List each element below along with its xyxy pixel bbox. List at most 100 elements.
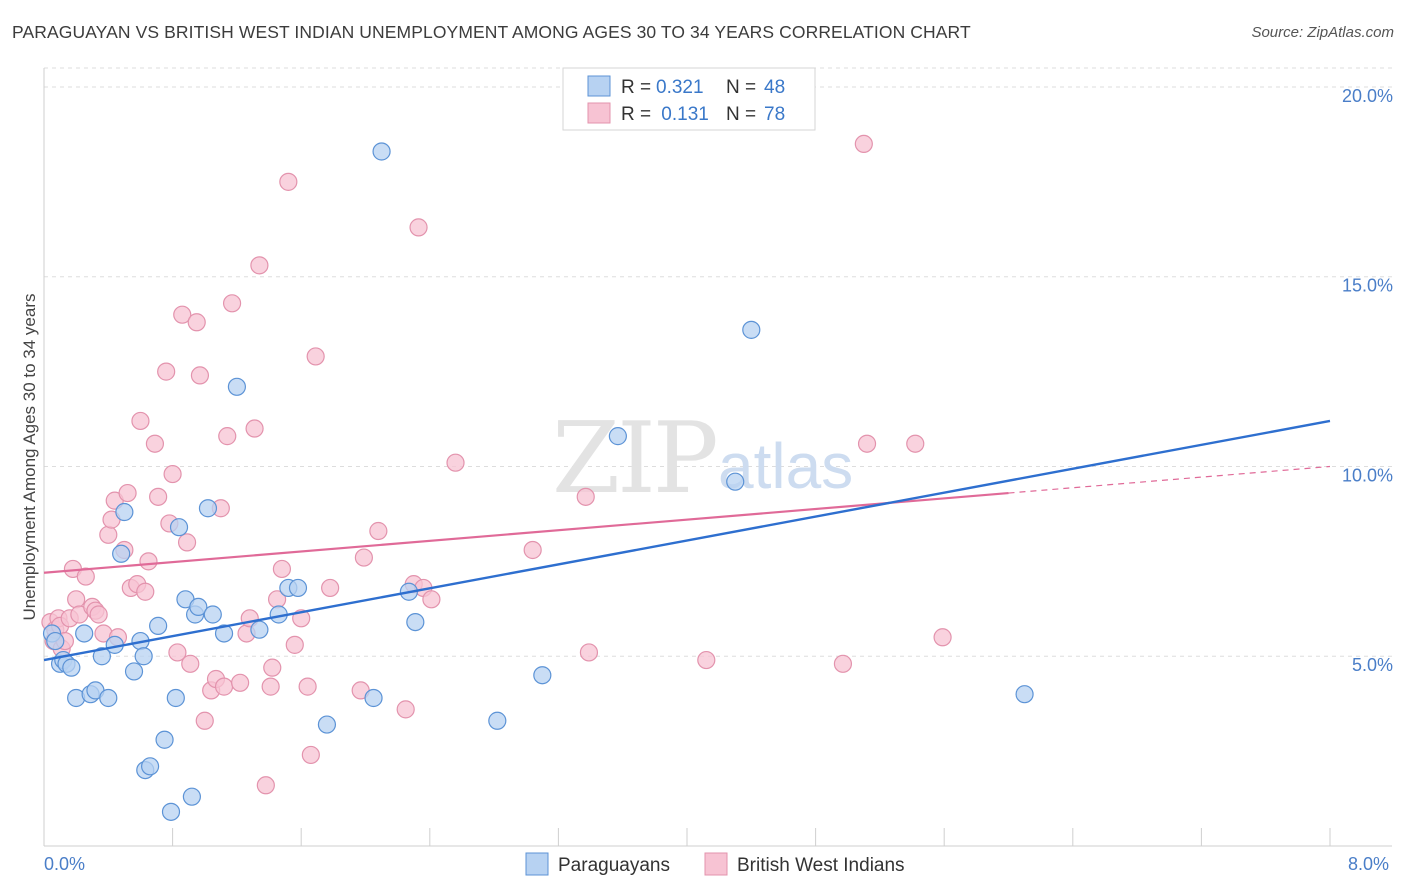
y-axis-label: Unemployment Among Ages 30 to 34 years [20,294,39,621]
y-tick-label: 15.0% [1342,276,1393,296]
x-tick-label-min: 0.0% [44,854,85,874]
bwi-point [118,483,137,503]
paraguayan-point [189,597,208,617]
paraguayan-point [99,688,118,708]
bwi-point [579,643,599,662]
y-tick-labels: 5.0% 10.0% 15.0% 20.0% [1342,86,1393,675]
paraguayan-point [1015,685,1034,704]
bwi-point [67,590,86,609]
bwi-point [279,172,298,191]
paraguayan-point [608,427,627,446]
bwi-point [163,464,182,484]
bwi-point [187,313,206,332]
bwi-point [139,552,158,571]
bwi-point [306,347,325,366]
trend-lines [43,419,1331,662]
legend-r-label-1: R = [621,77,651,98]
legend-r-value-1: 0.321 [656,77,704,98]
paraguayan-point [372,142,391,161]
paraguayan-point [726,472,745,491]
bwi-point [697,650,716,670]
bwi-point [256,776,275,795]
correlation-legend: R = 0.321 N = 48 R = 0.131 N = 78 [562,67,816,131]
bwi-point [933,628,952,647]
bwi-point [131,411,150,431]
paraguayan-point [75,624,94,643]
watermark: ZIP atlas [552,402,853,516]
bwi-point [181,654,200,673]
bwi-point [409,218,428,237]
trend-line-british-west-indians [43,491,1009,574]
paraguayan-point [742,320,761,339]
bwi-point [263,658,282,677]
legend-n-value-2: 78 [764,104,785,125]
bwi-point [272,559,292,579]
paraguayan-point [166,688,185,708]
paraguayan-point [288,578,308,598]
legend-n-label-1: N = [726,77,756,98]
paraguayan-point [406,612,425,632]
bwi-point [136,582,155,601]
x-tick-label-max: 8.0% [1348,854,1389,874]
series-legend: Paraguayans British West Indians [525,852,905,876]
paraguayan-point [317,715,337,734]
bwi-point [231,673,250,692]
paraguayan-point [149,616,168,635]
legend-swatch-british-west-indians [587,102,611,124]
chart-title: PARAGUAYAN VS BRITISH WEST INDIAN UNEMPL… [12,22,971,42]
bwi-point [245,419,264,438]
bwi-point [145,434,165,453]
bwi-point [157,362,176,381]
bwi-point [906,434,925,453]
gridlines [44,67,1392,657]
y-tick-label: 20.0% [1342,86,1393,106]
bwi-point [89,605,108,624]
bwi-point [222,294,242,313]
bwi-point [99,525,118,544]
bwi-point [857,434,877,453]
bwi-point [833,654,853,673]
paraguayan-point [155,730,174,749]
bwi-point [177,533,197,552]
bwi-point [354,548,373,567]
bwi-point [576,487,595,506]
bwi-point [298,677,317,696]
paraguayan-point [124,662,144,681]
bwi-point [250,256,269,275]
paraguayan-point [227,377,246,396]
x-tick-labels: 0.0% 8.0% [44,854,1389,874]
axes [43,68,1392,847]
legend-swatch-paraguayans [587,75,611,97]
paraguayan-point [182,787,201,806]
paraguayan-point [112,544,131,563]
paraguayan-point [203,605,222,624]
bwi-point [854,134,873,154]
legend-n-label-2: N = [726,104,756,125]
paraguayan-point [364,688,383,708]
x-ticks [43,828,1331,846]
trend-line-british-west-indians-extension [1008,465,1331,494]
bwi-point [396,700,415,719]
bwi-point [190,366,210,385]
paraguayan-point [250,620,269,639]
source-attribution: Source: ZipAtlas.com [1251,24,1394,41]
paraguayan-point [161,802,181,821]
bwi-point [369,521,388,541]
legend-r-label-2: R = [621,104,651,125]
paraguayan-point [198,499,218,518]
bwi-point [523,540,542,560]
series-british-west-indians [41,134,952,795]
bwi-point [195,711,214,730]
bwi-point [214,677,234,696]
bwi-point [149,487,168,506]
bwi-point [76,567,95,586]
bwi-point [321,578,340,598]
bwi-point [301,745,320,765]
bottom-legend-swatch-british-west-indians [704,852,728,876]
bottom-legend-swatch-paraguayans [525,852,549,876]
watermark-zip: ZIP [552,402,716,516]
bwi-point [173,305,192,324]
bwi-point [261,677,280,696]
bottom-legend-label-paraguayans: Paraguayans [558,855,670,876]
